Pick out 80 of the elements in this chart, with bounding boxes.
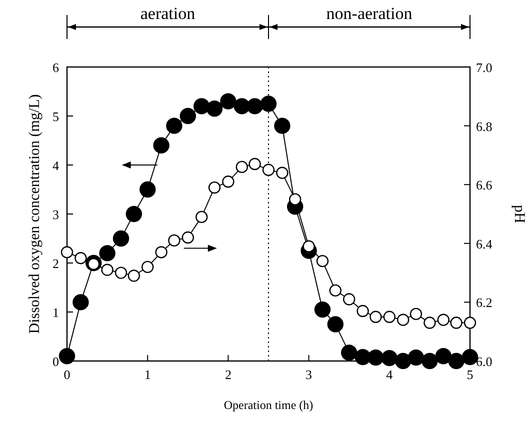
point [126, 206, 142, 222]
y2-tick-label: 6.6 [476, 178, 493, 193]
point [155, 246, 168, 258]
point [437, 314, 450, 326]
text: non-aeration [326, 4, 413, 23]
point [408, 349, 424, 366]
point [381, 350, 398, 366]
point [222, 176, 234, 188]
point [395, 352, 412, 370]
y-tick-label: 3 [52, 207, 59, 222]
point [329, 284, 342, 297]
point [142, 260, 154, 274]
text: aeration [140, 4, 196, 23]
point [206, 100, 223, 117]
y2-tick-label: 6.4 [476, 236, 493, 252]
y-tick-label: 6 [52, 60, 60, 75]
y-tick-label: 5 [52, 109, 59, 124]
point [220, 93, 236, 110]
point [182, 231, 194, 244]
point [370, 310, 382, 323]
y2-axis-title: pH [511, 204, 527, 224]
point [153, 137, 170, 154]
point [314, 301, 331, 318]
point [72, 294, 89, 310]
point [464, 316, 476, 329]
y2-tick-label: 7.0 [476, 60, 492, 75]
y-tick-label: 0 [52, 354, 59, 369]
y-tick-label: 2 [52, 256, 59, 271]
point [180, 108, 196, 124]
point [448, 352, 464, 370]
point [422, 352, 438, 370]
point [246, 98, 263, 114]
point [274, 118, 290, 134]
point [343, 293, 356, 306]
point [234, 98, 250, 114]
point [410, 308, 422, 320]
point [397, 314, 410, 326]
point [166, 118, 182, 134]
point [74, 252, 87, 264]
y2-tick-label: 6.0 [476, 354, 492, 369]
point [58, 348, 76, 364]
point [248, 158, 261, 170]
point [316, 254, 329, 268]
point [196, 210, 208, 224]
y2-tick-label: 6.8 [476, 118, 492, 134]
point [236, 160, 248, 174]
point [327, 316, 344, 332]
point [383, 310, 396, 323]
point [114, 266, 128, 279]
point [368, 349, 384, 366]
point [262, 164, 275, 176]
x-tick-label: 4 [386, 367, 394, 382]
point [341, 344, 358, 361]
x-tick-label: 0 [64, 367, 70, 382]
point [112, 230, 130, 247]
point [462, 348, 478, 366]
point [424, 316, 436, 329]
x-tick-label: 5 [466, 367, 474, 382]
x-tick-label: 2 [224, 367, 232, 382]
x-tick-label: 1 [144, 367, 151, 382]
point [194, 98, 210, 114]
point [140, 181, 156, 198]
x-tick-label: 3 [306, 367, 312, 382]
point [276, 166, 288, 179]
point [168, 234, 180, 247]
y2-tick-label: 6.2 [476, 295, 492, 310]
y-tick-label: 1 [52, 305, 59, 320]
point [450, 316, 462, 329]
point [260, 96, 277, 112]
point [435, 348, 452, 364]
point [99, 245, 116, 262]
point [356, 304, 369, 318]
point [128, 270, 140, 282]
point [289, 193, 302, 206]
point [101, 264, 114, 276]
point [208, 181, 221, 194]
point [60, 246, 74, 258]
y-axis-title: Dissolved oxygen concentration (mg/L) [27, 94, 43, 334]
x-axis-title: Operation time (h) [224, 398, 314, 412]
y-tick-label: 4 [52, 158, 60, 173]
